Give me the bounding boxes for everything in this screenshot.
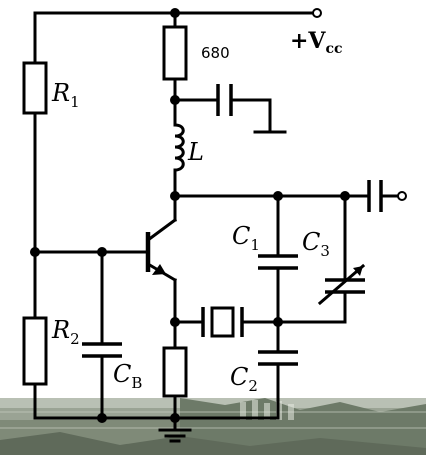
crystal: [201, 306, 244, 338]
background-photo-strip: [0, 398, 426, 455]
npn-transistor: [145, 217, 178, 283]
output-terminal: [397, 191, 407, 201]
label-cb: CB: [113, 360, 142, 392]
label-r1: R1: [51, 79, 80, 111]
resistor-r1: [22, 61, 48, 115]
label-vcc: +Vcc: [290, 28, 343, 57]
variable-capacitor-c3: [317, 263, 366, 306]
junction-dots: [30, 8, 350, 423]
capacitor-cb: [82, 342, 122, 358]
output-capacitor: [367, 180, 383, 212]
label-c3: C3: [302, 228, 330, 260]
resistor-r2: [22, 316, 48, 386]
inductor-l: [173, 123, 185, 172]
decoupling-capacitor: [216, 84, 233, 116]
label-l: L: [187, 138, 204, 166]
vcc-terminal: [312, 8, 322, 18]
label-c2: C2: [230, 363, 258, 395]
label-r2: R2: [51, 316, 80, 348]
resistor-680: [162, 25, 188, 81]
resistor-emitter: [162, 346, 188, 398]
capacitor-c1: [258, 254, 298, 270]
ground-symbol-bottom: [158, 428, 192, 443]
label-680: 680: [201, 44, 230, 62]
label-c1: C1: [232, 222, 260, 254]
wiring: [33, 11, 400, 432]
capacitor-c2: [258, 350, 298, 366]
